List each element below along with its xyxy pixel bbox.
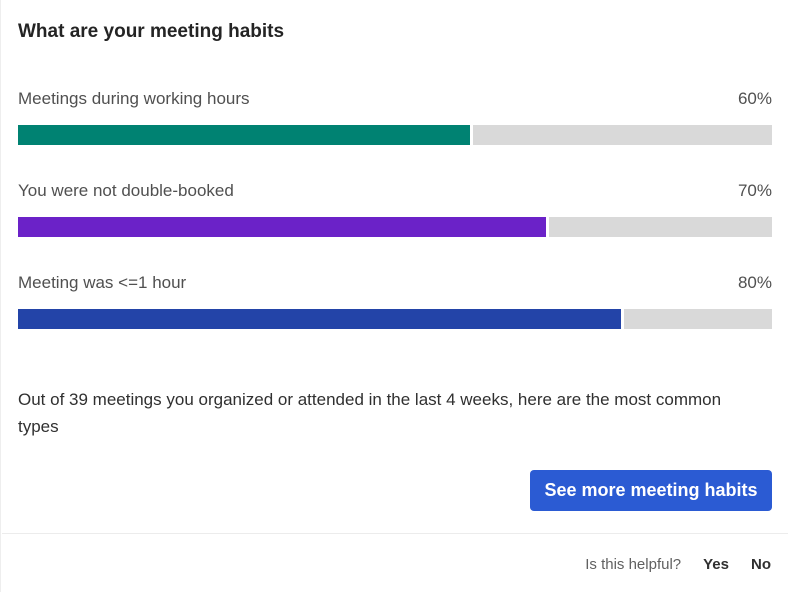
feedback-question: Is this helpful? [585,556,682,573]
habit-label: You were not double-booked [18,181,234,200]
summary-text: Out of 39 meetings you organized or atte… [18,390,722,436]
progress-fill [18,309,625,329]
habit-percent: 60% [737,89,772,108]
progress-fill [18,217,549,237]
progress-track [18,125,772,145]
habit-label: Meetings during working hours [18,89,250,108]
progress-fill [18,125,474,145]
card-title: What are your meeting habits [18,21,285,42]
feedback-bar: Is this helpful? Yes No [585,556,771,573]
progress-track [18,309,772,329]
habit-label: Meeting was <=1 hour [18,273,187,292]
see-more-meeting-habits-button[interactable]: See more meeting habits [530,470,772,511]
feedback-no-button[interactable]: No [751,556,771,573]
feedback-yes-button[interactable]: Yes [703,556,729,573]
habit-percent: 80% [737,273,772,292]
progress-track [18,217,772,237]
habit-percent: 70% [737,181,772,200]
divider [2,533,788,534]
